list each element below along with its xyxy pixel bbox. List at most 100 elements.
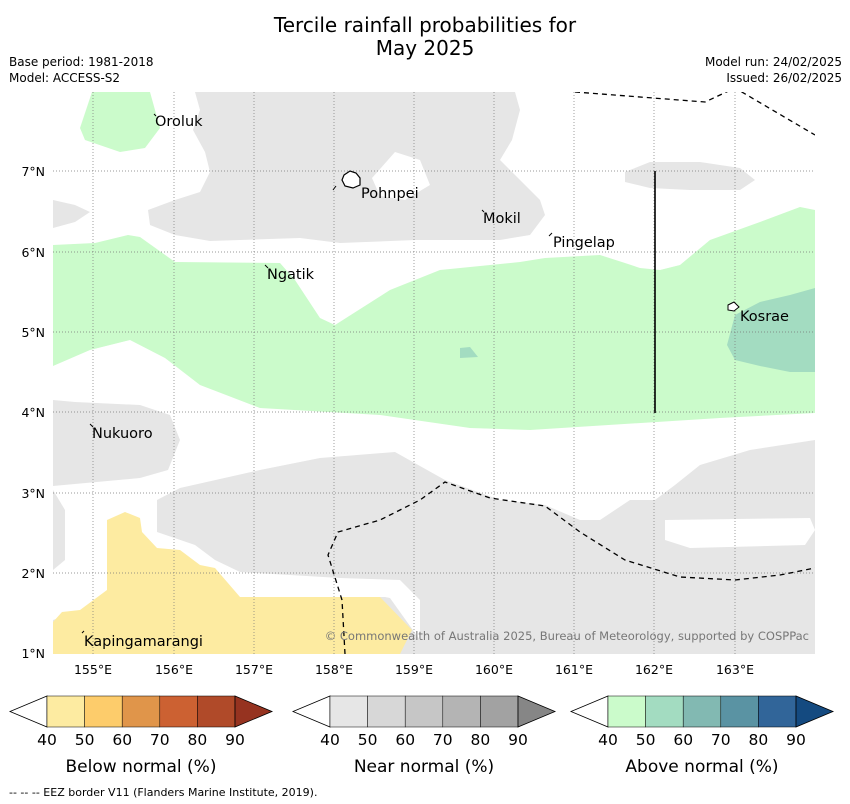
colorbar-segment — [607, 695, 646, 728]
label-pohnpei: Pohnpei — [361, 186, 419, 202]
colorbar-tick-label: 70 — [150, 731, 170, 749]
colorbar-tick-label: 50 — [636, 731, 656, 749]
title-line-2: May 2025 — [375, 36, 475, 60]
label-kosrae: Kosrae — [740, 309, 789, 325]
label-oroluk: Oroluk — [155, 114, 203, 130]
colorbar-tick-label: 40 — [598, 731, 618, 749]
eez-footnote: -- -- -- EEZ border V11 (Flanders Marine… — [9, 786, 318, 799]
colorbar-tick-label: 60 — [673, 731, 693, 749]
colorbar-segment — [480, 695, 519, 728]
grey-gap-east — [665, 518, 815, 548]
colorbar-segment — [404, 695, 444, 728]
colorbar-title: Below normal (%) — [66, 757, 217, 777]
colorbar-tick-label: 60 — [395, 731, 415, 749]
colorbar-tick-label: 40 — [37, 731, 57, 749]
lat-tick-labels: 7°N 6°N 5°N 4°N 3°N 2°N 1°N — [21, 164, 45, 661]
colorbar-segment — [197, 695, 236, 728]
run-info: Model run: 24/02/2025 Issued: 26/02/2025 — [705, 54, 842, 86]
lat-label: 6°N — [21, 245, 45, 260]
lat-label: 1°N — [21, 646, 45, 661]
colorbar-extend-high — [234, 695, 274, 728]
model-text: Model: ACCESS-S2 — [9, 71, 121, 85]
colorbar-segment — [46, 695, 85, 728]
colorbar-tick-label: 60 — [112, 731, 132, 749]
eez-border-north — [574, 92, 815, 136]
colorbar-segment — [84, 695, 123, 728]
lat-label: 2°N — [21, 566, 45, 581]
yellow-region-kapinga — [53, 512, 412, 654]
legend-above-normal: 40 50 60 70 80 90 Above normal (%) — [569, 695, 835, 777]
colorbar-tick-label: 50 — [75, 731, 95, 749]
pohnpei-gap — [372, 152, 430, 200]
grey-region-north — [148, 92, 545, 243]
colorbar-tick-label: 90 — [225, 731, 245, 749]
pohnpei-island — [341, 170, 361, 189]
colorbar-segment — [121, 695, 161, 728]
colorbar-segment — [645, 695, 684, 728]
label-mokil: Mokil — [483, 211, 521, 227]
place-labels: Oroluk Pohnpei Mokil Pingelap Ngatik Kos… — [84, 114, 789, 650]
lon-label: 162°E — [635, 662, 673, 677]
colorbar-tick-label: 70 — [433, 731, 453, 749]
atoll-markers — [81, 113, 553, 634]
lon-label: 156°E — [155, 662, 193, 677]
label-kapingamarangi: Kapingamarangi — [84, 634, 203, 650]
lat-label: 4°N — [21, 405, 45, 420]
grey-region-sw — [53, 490, 65, 570]
colorbar-extend-low — [8, 695, 48, 728]
colorbar-tick-label: 70 — [711, 731, 731, 749]
colorbar-extend-low — [291, 695, 331, 728]
map-title: Tercile rainfall probabilities for May 2… — [0, 14, 850, 60]
base-period-text: Base period: 1981-2018 — [9, 55, 154, 69]
colorbar-segment — [159, 695, 198, 728]
title-line-1: Tercile rainfall probabilities for — [273, 13, 577, 37]
green-band-central — [53, 207, 815, 430]
colorbar-extend-low — [569, 695, 609, 728]
lon-label: 160°E — [475, 662, 513, 677]
colorbar-tick-label: 80 — [749, 731, 769, 749]
lon-label: 163°E — [716, 662, 754, 677]
colorbar-tick-label: 90 — [786, 731, 806, 749]
green-region-oroluk — [80, 92, 160, 152]
colorbar-segment — [367, 695, 406, 728]
colorbar-tick-label: 50 — [358, 731, 378, 749]
label-nukuoro: Nukuoro — [92, 426, 153, 442]
colorbar-segment — [442, 695, 481, 728]
kosrae-island — [727, 301, 740, 312]
label-pingelap: Pingelap — [553, 235, 615, 251]
grey-region-ne — [625, 162, 755, 190]
colorbar-tick-label: 90 — [508, 731, 528, 749]
teal-region-kosrae — [727, 288, 815, 372]
colorbar-title: Above normal (%) — [625, 757, 778, 777]
colorbar-extend-high — [795, 695, 835, 728]
lon-label: 161°E — [555, 662, 593, 677]
lon-label: 155°E — [74, 662, 112, 677]
eez-borders — [327, 92, 815, 654]
grey-region-west — [53, 200, 90, 228]
label-ngatik: Ngatik — [267, 267, 315, 283]
colorbar-tick-label: 40 — [320, 731, 340, 749]
model-run-text: Model run: 24/02/2025 — [704, 55, 842, 69]
colorbar-title: Near normal (%) — [354, 757, 494, 777]
gridlines — [53, 92, 815, 654]
lat-label: 5°N — [21, 325, 45, 340]
lat-label: 3°N — [21, 486, 45, 501]
lon-label: 157°E — [235, 662, 273, 677]
colorbar-segment — [329, 695, 368, 728]
colorbar-tick-label: 80 — [188, 731, 208, 749]
lon-label: 158°E — [315, 662, 353, 677]
colorbar-segment — [682, 695, 722, 728]
colorbar-segment — [720, 695, 759, 728]
colorbar-segment — [758, 695, 797, 728]
eez-border-south — [327, 481, 815, 654]
colorbar-extend-high — [517, 695, 557, 728]
model-info: Base period: 1981-2018 Model: ACCESS-S2 — [9, 54, 154, 86]
lat-label: 7°N — [21, 164, 45, 179]
lon-tick-labels: 155°E 156°E 157°E 158°E 159°E 160°E 161°… — [74, 662, 754, 677]
legend-below-normal: 40 50 60 70 80 90 Below normal (%) — [8, 695, 274, 777]
issued-text: Issued: 26/02/2025 — [726, 71, 842, 85]
teal-speck — [460, 347, 478, 358]
grey-region-nukuoro — [53, 400, 180, 486]
legend-near-normal: 40 50 60 70 80 90 Near normal (%) — [291, 695, 557, 777]
